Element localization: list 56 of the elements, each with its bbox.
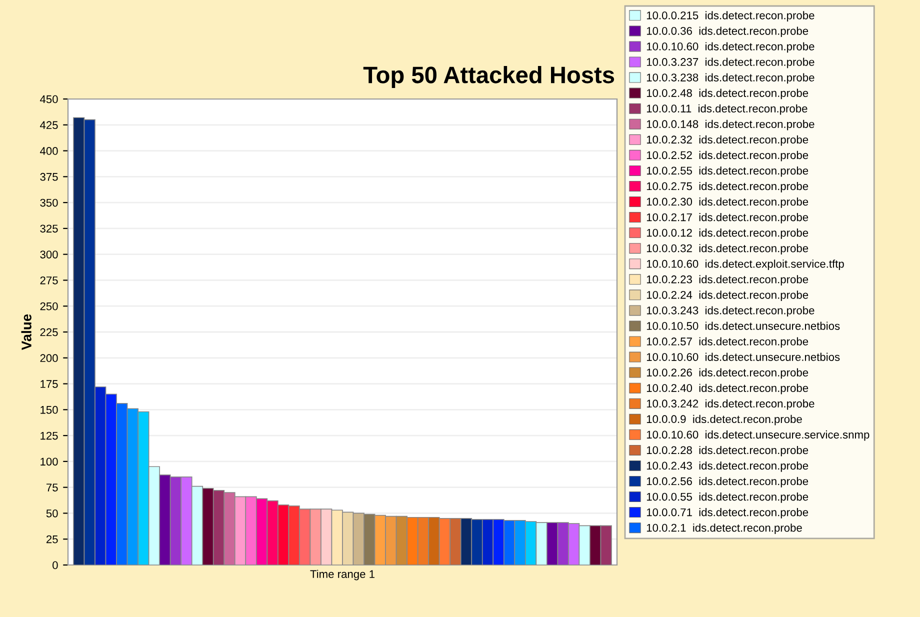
chart-title: Top 50 Attacked Hosts xyxy=(363,66,614,88)
legend-label: 10.0.3.238 ids.detect.recon.probe xyxy=(646,73,814,84)
y-tick-label: 200 xyxy=(40,354,58,362)
legend-label: 10.0.2.48 ids.detect.recon.probe xyxy=(646,88,808,100)
legend-label: 10.0.2.1 ids.detect.recon.probe xyxy=(646,524,802,534)
y-tick-label: 150 xyxy=(40,406,58,414)
y-tick-label: 400 xyxy=(40,147,58,155)
legend-label: 10.0.2.17 ids.detect.recon.probe xyxy=(646,213,808,224)
legend-label: 10.0.0.32 ids.detect.recon.probe xyxy=(646,244,808,254)
legend-label: 10.0.2.56 ids.detect.recon.probe xyxy=(646,477,808,488)
legend-label: 10.0.0.215 ids.detect.recon.probe xyxy=(646,11,814,22)
legend-label: 10.0.2.30 ids.detect.recon.probe xyxy=(646,198,808,208)
legend-label: 10.0.0.9 ids.detect.recon.probe xyxy=(646,414,802,426)
legend-label: 10.0.10.60 ids.detect.unsecure.netbios xyxy=(646,352,840,361)
legend-label: 10.0.10.60 ids.detect.exploit.service.tftp xyxy=(646,260,844,270)
y-tick-label: 250 xyxy=(40,302,58,310)
legend-label: 10.0.2.55 ids.detect.recon.probe xyxy=(646,166,808,177)
legend-label: 10.0.2.40 ids.detect.recon.probe xyxy=(646,384,808,394)
y-tick-label: 225 xyxy=(40,328,58,336)
legend-label: 10.0.2.24 ids.detect.recon.probe xyxy=(646,290,808,302)
legend-label: 10.0.10.60 ids.detect.unsecure.service.snmp xyxy=(646,430,870,441)
y-tick-label: 425 xyxy=(40,121,58,130)
y-axis-title: Value xyxy=(21,314,32,350)
y-tick-label: 125 xyxy=(40,432,58,440)
x-tick-label: Time range 1 xyxy=(310,570,374,580)
legend-label: 10.0.2.26 ids.detect.recon.probe xyxy=(646,368,808,379)
legend-label: 10.0.0.36 ids.detect.recon.probe xyxy=(646,26,808,38)
legend-label: 10.0.2.57 ids.detect.recon.probe xyxy=(646,337,808,348)
legend-label: 10.0.2.23 ids.detect.recon.probe xyxy=(646,275,808,286)
y-tick-label: 25 xyxy=(46,535,58,544)
legend-label: 10.0.2.52 ids.detect.recon.probe xyxy=(646,150,808,162)
legend-label: 10.0.10.50 ids.detect.unsecure.netbios xyxy=(646,322,840,330)
y-tick-label: 275 xyxy=(40,276,58,284)
legend-label: 10.0.0.55 ids.detect.recon.probe xyxy=(646,492,808,503)
y-tick-label: 0 xyxy=(52,561,58,570)
y-tick-label: 175 xyxy=(40,380,58,388)
y-tick-label: 300 xyxy=(40,250,58,258)
legend-label: 10.0.2.28 ids.detect.recon.probe xyxy=(646,446,808,456)
legend-label: 10.0.10.60 ids.detect.recon.probe xyxy=(646,42,814,53)
legend-label: 10.0.2.43 ids.detect.recon.probe xyxy=(646,461,808,472)
y-tick-label: 350 xyxy=(40,198,58,207)
legend-label: 10.0.0.148 ids.detect.recon.probe xyxy=(646,120,814,130)
legend-label: 10.0.3.242 ids.detect.recon.probe xyxy=(646,399,814,410)
y-tick-label: 50 xyxy=(46,509,58,518)
legend-label: 10.0.3.243 ids.detect.recon.probe xyxy=(646,306,814,317)
legend-label: 10.0.2.32 ids.detect.recon.probe xyxy=(646,135,808,146)
legend-label: 10.0.2.75 ids.detect.recon.probe xyxy=(646,182,808,192)
y-tick-label: 100 xyxy=(40,458,58,466)
legend-label: 10.0.0.12 ids.detect.recon.probe xyxy=(646,228,808,239)
legend-label: 10.0.3.237 ids.detect.recon.probe xyxy=(646,58,814,68)
y-tick-label: 450 xyxy=(40,95,58,104)
y-tick-label: 325 xyxy=(40,224,58,233)
y-tick-label: 75 xyxy=(46,484,58,492)
y-tick-label: 375 xyxy=(40,172,58,181)
legend-label: 10.0.0.71 ids.detect.recon.probe xyxy=(646,508,808,518)
legend-label: 10.0.0.11 ids.detect.recon.probe xyxy=(646,104,808,115)
